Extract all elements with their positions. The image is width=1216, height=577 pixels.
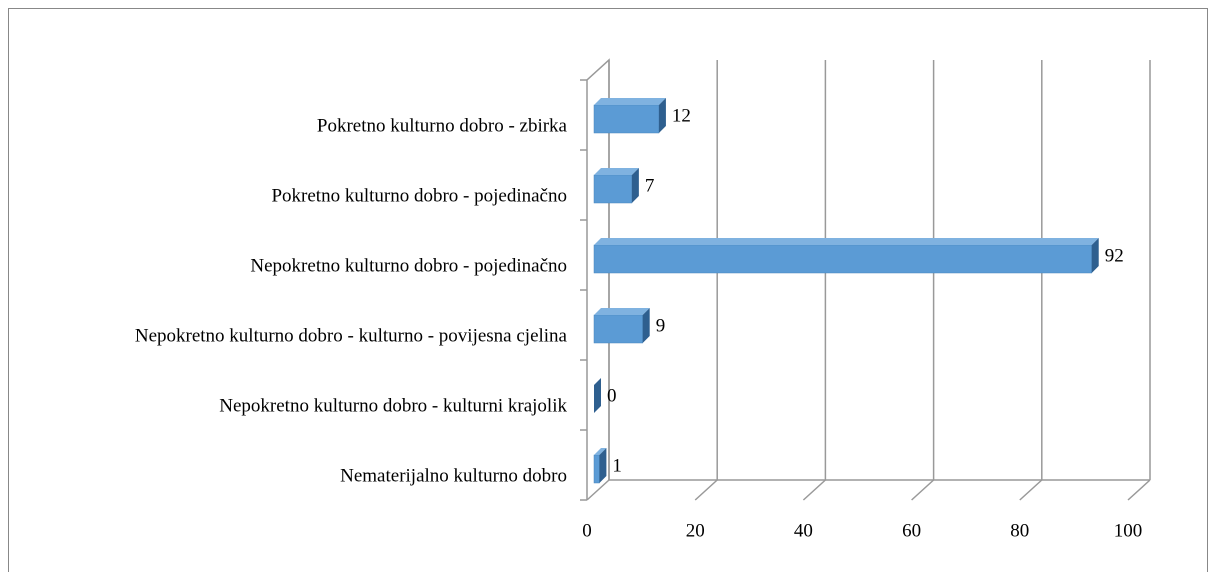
bar-top [594, 98, 666, 105]
value-label: 0 [607, 385, 617, 406]
bar-side [642, 308, 650, 343]
bar-side [658, 98, 666, 133]
x-tick-label: 20 [686, 520, 705, 541]
bar [593, 244, 1092, 274]
bar-side [1091, 238, 1099, 273]
bar-top [594, 168, 639, 175]
value-label: 1 [612, 455, 622, 476]
y-tick-label: Nepokretno kulturno dobro - kulturno - p… [135, 325, 568, 346]
bar-top [594, 448, 607, 455]
bar-top [594, 308, 650, 315]
bar-top [594, 238, 1099, 245]
bar [593, 104, 660, 134]
grid-line-floor [694, 479, 718, 501]
y-tick-label: Nepokretno kulturno dobro - pojedinačno [250, 255, 567, 276]
bar [593, 174, 633, 204]
x-tick-label: 60 [902, 520, 921, 541]
y-tick-label: Pokretno kulturno dobro - zbirka [317, 115, 568, 136]
value-label: 12 [672, 105, 691, 126]
bar-side [594, 378, 601, 413]
y-tick-label: Nepokretno kulturno dobro - kulturni kra… [219, 395, 567, 416]
value-label: 7 [645, 175, 655, 196]
grid-line-floor [802, 479, 826, 501]
y-tick-label: Pokretno kulturno dobro - pojedinačno [271, 185, 567, 206]
grid-line-floor [911, 479, 935, 501]
x-tick-label: 0 [582, 520, 592, 541]
y-tick-label: Nematerijalno kulturno dobro [340, 465, 567, 486]
x-tick-label: 40 [794, 520, 813, 541]
grid-line-floor [586, 479, 610, 501]
bar-side [599, 448, 607, 483]
value-label: 92 [1105, 245, 1124, 266]
x-tick-label: 80 [1010, 520, 1029, 541]
grid-line-floor [1019, 479, 1043, 501]
bar [593, 454, 600, 484]
x-tick-label: 100 [1114, 520, 1143, 541]
grid-line-floor [1127, 479, 1151, 501]
value-label: 9 [656, 315, 666, 336]
bar [593, 314, 643, 344]
bar-side [631, 168, 639, 203]
chart-frame [8, 8, 1208, 577]
